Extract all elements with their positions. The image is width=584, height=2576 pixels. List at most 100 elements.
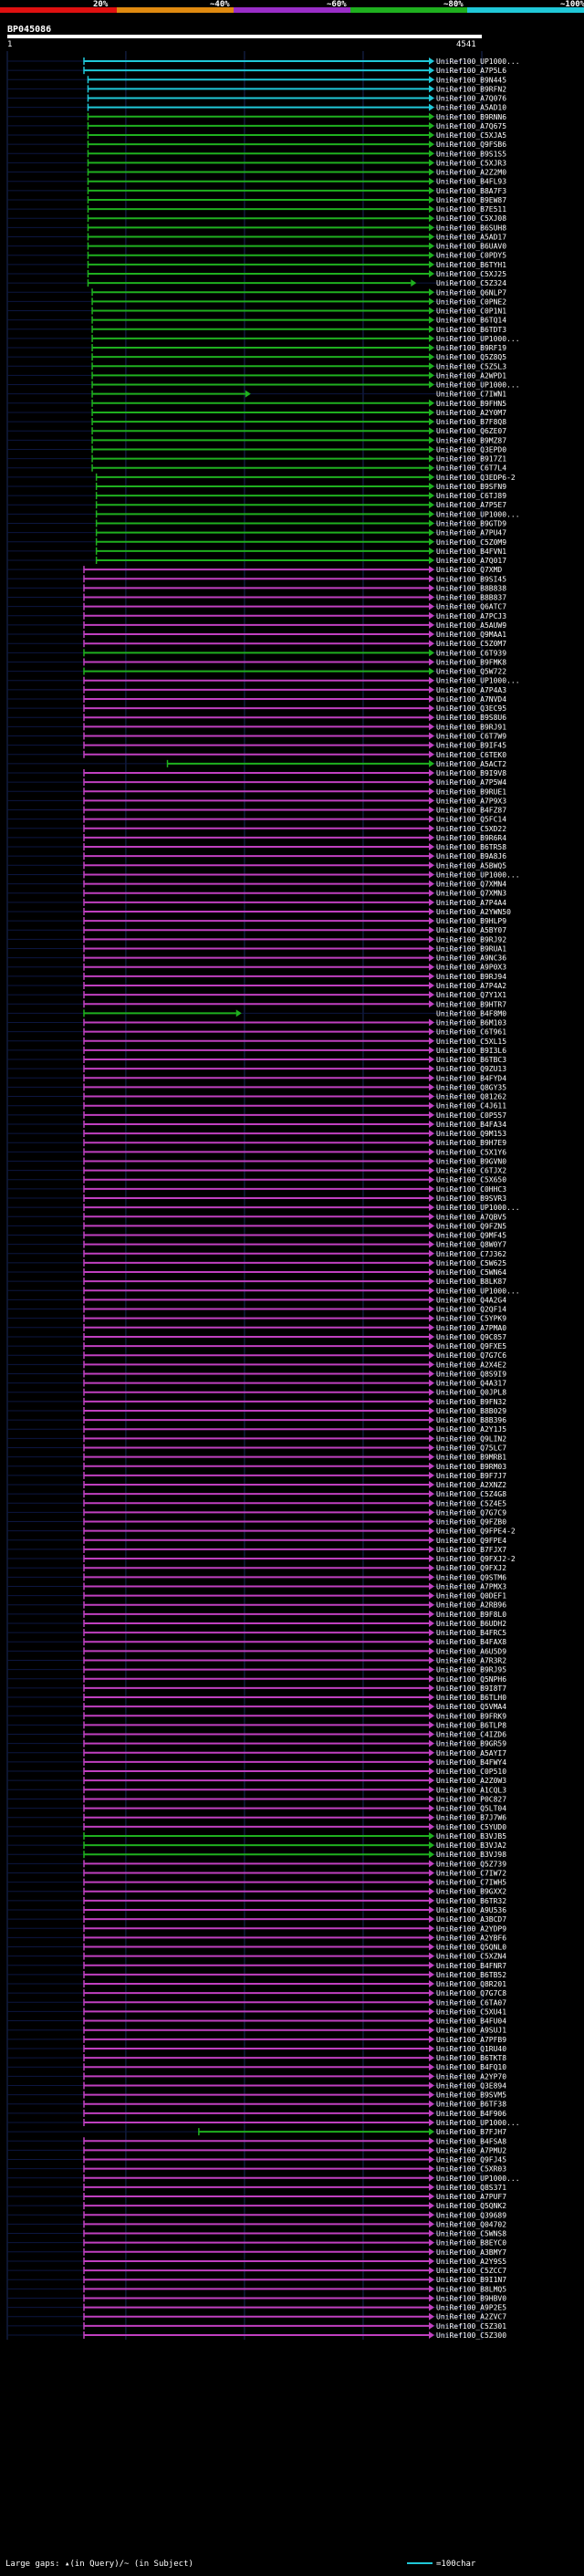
hit-label[interactable]: UniRef100_A7P5L6 <box>436 67 506 75</box>
hit-label[interactable]: UniRef100_B4FAX8 <box>436 1638 506 1646</box>
hit-label[interactable]: UniRef100_C7IWN1 <box>436 391 506 399</box>
hit-label[interactable]: UniRef100_C5Z0M7 <box>436 640 506 648</box>
hit-label[interactable]: UniRef100_B4FNR7 <box>436 1962 506 1970</box>
hit-label[interactable]: UniRef100_A2X4E2 <box>436 1361 506 1369</box>
hit-label[interactable]: UniRef100_Q3EPD0 <box>436 445 506 454</box>
hit-label[interactable]: UniRef100_B8B029 <box>436 1407 506 1415</box>
hit-label[interactable]: UniRef100_Q5W722 <box>436 668 506 676</box>
hit-label[interactable]: UniRef100_B4FA34 <box>436 1121 506 1129</box>
hit-label[interactable]: UniRef100_C0HHC3 <box>436 1185 506 1194</box>
hit-label[interactable]: UniRef100_B9RF19 <box>436 344 506 352</box>
hit-label[interactable]: UniRef100_C0PNE2 <box>436 297 506 306</box>
hit-label[interactable]: UniRef100_B9I3L6 <box>436 1047 506 1055</box>
hit-label[interactable]: UniRef100_B4FWY4 <box>436 1758 506 1767</box>
hit-label[interactable]: UniRef100_Q8R201 <box>436 1980 506 1988</box>
hit-label[interactable]: UniRef100_Q9FPE4-2 <box>436 1528 516 1536</box>
hit-label[interactable]: UniRef100_A2WPD1 <box>436 371 506 380</box>
hit-label[interactable]: UniRef100_A7PFB9 <box>436 2036 506 2044</box>
hit-label[interactable]: UniRef100_A3BMY7 <box>436 2248 506 2257</box>
hit-label[interactable]: UniRef100_C5W625 <box>436 1259 506 1267</box>
hit-label[interactable]: UniRef100_Q7G7C9 <box>436 1508 506 1517</box>
hit-label[interactable]: UniRef100_A5BWQ5 <box>436 861 506 870</box>
hit-label[interactable]: UniRef100_B9IF45 <box>436 742 506 750</box>
hit-label[interactable]: UniRef100_B7E511 <box>436 205 506 214</box>
hit-label[interactable]: UniRef100_B6TBC3 <box>436 1056 506 1064</box>
hit-label[interactable]: UniRef100_B8LMQ5 <box>436 2285 506 2293</box>
hit-label[interactable]: UniRef100_B6TKT8 <box>436 2054 506 2062</box>
hit-label[interactable]: UniRef100_Q7XMD <box>436 566 502 574</box>
hit-label[interactable]: UniRef100_B6TB52 <box>436 1971 506 1979</box>
hit-label[interactable]: UniRef100_A2ZVC7 <box>436 2313 506 2321</box>
hit-label[interactable]: UniRef100_B9F7J7 <box>436 1472 506 1480</box>
hit-label[interactable]: UniRef100_B9SVM5 <box>436 2091 506 2100</box>
hit-label[interactable]: UniRef100_Q5QNK2 <box>436 2202 506 2210</box>
hit-label[interactable]: UniRef100_Q9MAA1 <box>436 631 506 639</box>
hit-label[interactable]: UniRef100_B4F906 <box>436 2110 506 2118</box>
hit-label[interactable]: UniRef100_C5XD22 <box>436 825 506 833</box>
hit-label[interactable]: UniRef100_B9HBV0 <box>436 2294 506 2302</box>
hit-label[interactable]: UniRef100_C6TJX2 <box>436 1167 506 1175</box>
hit-label[interactable]: UniRef100_C5WNS8 <box>436 2230 506 2238</box>
hit-label[interactable]: UniRef100_A7P4A4 <box>436 899 506 907</box>
hit-label[interactable]: UniRef100_A9U536 <box>436 1906 506 1914</box>
hit-label[interactable]: UniRef100_A5BY07 <box>436 926 506 934</box>
hit-label[interactable]: UniRef100_C6T961 <box>436 1028 506 1037</box>
hit-label[interactable]: UniRef100_B9F8L0 <box>436 1611 506 1619</box>
hit-label[interactable]: UniRef100_C6TA07 <box>436 1998 506 2007</box>
hit-label[interactable]: UniRef100_Q7G7C8 <box>436 1989 506 1997</box>
hit-label[interactable]: UniRef100_A2YBF6 <box>436 1934 506 1942</box>
hit-label[interactable]: UniRef100_B6TQ14 <box>436 317 506 325</box>
hit-label[interactable]: UniRef100_C5Z4E5 <box>436 1499 506 1507</box>
hit-label[interactable]: UniRef100_UP1000... <box>436 510 520 518</box>
hit-label[interactable]: UniRef100_A2YP70 <box>436 2072 506 2081</box>
hit-label[interactable]: UniRef100_B6TDT3 <box>436 326 506 334</box>
hit-label[interactable]: UniRef100_Q0JPL8 <box>436 1389 506 1397</box>
hit-label[interactable]: UniRef100_Q0DEF1 <box>436 1592 506 1601</box>
hit-label[interactable]: UniRef100_A1CQL3 <box>436 1786 506 1794</box>
hit-label[interactable]: UniRef100_Q9FZB0 <box>436 1518 506 1527</box>
hit-label[interactable]: UniRef100_B9R6R4 <box>436 834 506 842</box>
hit-label[interactable]: UniRef100_A7PMX3 <box>436 1582 506 1590</box>
hit-label[interactable]: UniRef100_Q8S9I9 <box>436 1370 506 1378</box>
hit-label[interactable]: UniRef100_C5X650 <box>436 1176 506 1184</box>
hit-label[interactable]: UniRef100_A7Q017 <box>436 557 506 565</box>
hit-label[interactable]: UniRef100_C5XL15 <box>436 1038 506 1046</box>
hit-label[interactable]: UniRef100_B4FQ10 <box>436 2063 506 2071</box>
hit-label[interactable]: UniRef100_Q3E894 <box>436 2081 506 2090</box>
hit-label[interactable]: UniRef100_C5XU41 <box>436 2008 506 2016</box>
hit-label[interactable]: UniRef100_B3VJ98 <box>436 1851 506 1859</box>
hit-label[interactable]: UniRef100_B7F8Q8 <box>436 418 506 426</box>
hit-label[interactable]: UniRef100_Q9MF45 <box>436 1232 506 1240</box>
hit-label[interactable]: UniRef100_Q9FSB6 <box>436 141 506 149</box>
hit-label[interactable]: UniRef100_A2Z0W3 <box>436 1777 506 1785</box>
hit-label[interactable]: UniRef100_Q5Z739 <box>436 1860 506 1868</box>
hit-label[interactable]: UniRef100_B8EYC0 <box>436 2239 506 2247</box>
hit-label[interactable]: UniRef100_Q04702 <box>436 2220 506 2228</box>
hit-label[interactable]: UniRef100_A3BCD7 <box>436 1915 506 1924</box>
hit-label[interactable]: UniRef100_A2YDP9 <box>436 1924 506 1933</box>
hit-label[interactable]: UniRef100_B6UDH2 <box>436 1620 506 1628</box>
hit-label[interactable]: UniRef100_Q4A2G4 <box>436 1296 506 1304</box>
hit-label[interactable]: UniRef100_Q7G7C6 <box>436 1351 506 1360</box>
hit-label[interactable]: UniRef100_Q5LT04 <box>436 1805 506 1813</box>
hit-label[interactable]: UniRef100_B6TLH0 <box>436 1694 506 1702</box>
hit-label[interactable]: UniRef100_B9I1N7 <box>436 2276 506 2284</box>
hit-label[interactable]: UniRef100_Q75LC7 <box>436 1444 506 1453</box>
hit-label[interactable]: UniRef100_B7FJH7 <box>436 2128 506 2136</box>
hit-label[interactable]: UniRef100_B9RNN6 <box>436 113 506 121</box>
hit-label[interactable]: UniRef100_Q5VMA4 <box>436 1703 506 1711</box>
hit-label[interactable]: UniRef100_C5X1Y6 <box>436 1148 506 1156</box>
hit-label[interactable]: UniRef100_B6M103 <box>436 1019 506 1027</box>
hit-label[interactable]: UniRef100_C0P557 <box>436 1111 506 1120</box>
hit-label[interactable]: UniRef100_A9P2E5 <box>436 2304 506 2312</box>
hit-label[interactable]: UniRef100_Q9FXJ2-2 <box>436 1555 516 1563</box>
hit-label[interactable]: UniRef100_A7Q675 <box>436 122 506 130</box>
hit-label[interactable]: UniRef100_B9EW87 <box>436 196 506 204</box>
hit-label[interactable]: UniRef100_A2Y0M7 <box>436 409 506 417</box>
hit-label[interactable]: UniRef100_B9S8U6 <box>436 714 506 722</box>
hit-label[interactable]: UniRef100_C7IW72 <box>436 1869 506 1877</box>
hit-label[interactable]: UniRef100_Q5NPH6 <box>436 1675 506 1684</box>
hit-label[interactable]: UniRef100_B8B837 <box>436 594 506 602</box>
hit-label[interactable]: UniRef100_B8LK87 <box>436 1278 506 1286</box>
hit-label[interactable]: UniRef100_B6TYH1 <box>436 261 506 269</box>
